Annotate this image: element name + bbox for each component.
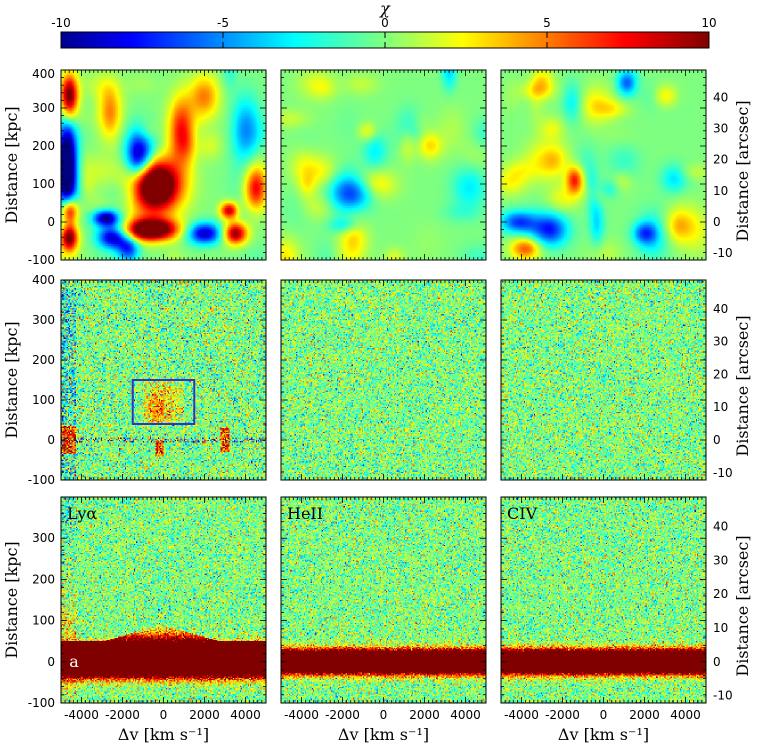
y-tick-label-kpc: -100 bbox=[28, 253, 55, 267]
y-tick-label-arcsec: 10 bbox=[713, 621, 728, 635]
y-tick-label-kpc: 400 bbox=[32, 67, 55, 81]
x-tick-label: 2000 bbox=[409, 708, 440, 722]
y-axis-label-left: Distance [kpc] bbox=[2, 541, 21, 658]
x-tick-label: 4000 bbox=[230, 708, 261, 722]
y-tick-label-arcsec: 40 bbox=[713, 90, 728, 104]
colorbar: χ -10 -5 0 5 10 bbox=[51, 0, 717, 49]
y-tick-label-arcsec: 30 bbox=[713, 122, 728, 136]
y-tick-label-kpc: 0 bbox=[47, 433, 55, 447]
y-tick-label-arcsec: 0 bbox=[713, 215, 721, 229]
y-tick-label-arcsec: 10 bbox=[713, 400, 728, 414]
y-tick-label-kpc: 300 bbox=[32, 531, 55, 545]
y-tick-label-arcsec: 40 bbox=[713, 302, 728, 316]
colorbar-tick-label: -10 bbox=[51, 16, 71, 30]
y-tick-label-kpc: -100 bbox=[28, 696, 55, 710]
y-tick-label-kpc: 200 bbox=[32, 572, 55, 586]
y-axis-label-right: Distance [arcsec] bbox=[733, 100, 752, 241]
y-tick-label-arcsec: 30 bbox=[713, 335, 728, 349]
y-tick-label-arcsec: 0 bbox=[713, 655, 721, 669]
y-tick-label-kpc: 200 bbox=[32, 353, 55, 367]
panel-label-civ: CIV bbox=[507, 504, 538, 523]
x-tick-label: 4000 bbox=[670, 708, 701, 722]
y-tick-label-arcsec: 10 bbox=[713, 184, 728, 198]
x-tick-label: 0 bbox=[160, 708, 168, 722]
x-axis-label: Δv [km s⁻¹] bbox=[338, 725, 429, 744]
colorbar-tick-label: 0 bbox=[381, 16, 389, 30]
y-tick-label-arcsec: 0 bbox=[713, 433, 721, 447]
y-tick-label-kpc: 0 bbox=[47, 655, 55, 669]
y-axis-label-left: Distance [kpc] bbox=[2, 321, 21, 438]
y-tick-label-kpc: 100 bbox=[32, 393, 55, 407]
y-tick-label-arcsec: -10 bbox=[713, 689, 733, 703]
x-tick-label: 0 bbox=[600, 708, 608, 722]
panel-label-heii: HeII bbox=[287, 504, 323, 523]
y-tick-label-arcsec: 40 bbox=[713, 520, 728, 534]
y-tick-label-kpc: 100 bbox=[32, 177, 55, 191]
x-tick-label: 4000 bbox=[450, 708, 481, 722]
annotation-a: a bbox=[69, 652, 79, 671]
y-tick-label-kpc: 200 bbox=[32, 139, 55, 153]
x-axis-label: Δv [km s⁻¹] bbox=[118, 725, 209, 744]
y-axis-label-left: Distance [kpc] bbox=[2, 106, 21, 223]
y-tick-label-arcsec: 30 bbox=[713, 553, 728, 567]
colorbar-tick-label: -5 bbox=[217, 16, 229, 30]
x-tick-label: -2000 bbox=[105, 708, 140, 722]
x-axis-label: Δv [km s⁻¹] bbox=[558, 725, 649, 744]
highlight-box bbox=[131, 379, 196, 425]
x-tick-label: -4000 bbox=[504, 708, 539, 722]
x-tick-label: -4000 bbox=[64, 708, 99, 722]
y-tick-label-arcsec: -10 bbox=[713, 466, 733, 480]
y-tick-label-arcsec: 20 bbox=[713, 153, 728, 167]
x-tick-label: -2000 bbox=[325, 708, 360, 722]
x-tick-label: 2000 bbox=[629, 708, 660, 722]
y-tick-label-kpc: 0 bbox=[47, 215, 55, 229]
y-axis-label-right: Distance [arcsec] bbox=[733, 535, 752, 676]
panel-label-lyα: Lyα bbox=[67, 504, 97, 523]
heatmap-r3-c1 bbox=[61, 497, 266, 703]
colorbar-tick-label: 5 bbox=[543, 16, 551, 30]
x-tick-label: 0 bbox=[380, 708, 388, 722]
y-axis-label-right: Distance [arcsec] bbox=[733, 315, 752, 456]
heatmap-r2-c3 bbox=[501, 280, 706, 480]
heatmap-r3-c2 bbox=[281, 497, 486, 703]
y-tick-label-kpc: -100 bbox=[28, 473, 55, 487]
heatmap-r1-c1 bbox=[61, 70, 266, 260]
heatmap-r3-c3 bbox=[501, 497, 706, 703]
heatmap-r1-c2 bbox=[281, 70, 486, 260]
heatmap-r1-c3 bbox=[501, 70, 706, 260]
colorbar-label: χ bbox=[379, 0, 391, 18]
y-tick-label-kpc: 400 bbox=[32, 273, 55, 287]
y-tick-label-arcsec: -10 bbox=[713, 246, 733, 260]
y-tick-label-arcsec: 20 bbox=[713, 587, 728, 601]
y-tick-label-kpc: 100 bbox=[32, 614, 55, 628]
y-tick-label-arcsec: 20 bbox=[713, 367, 728, 381]
colorbar-tick-label: 10 bbox=[701, 16, 716, 30]
x-tick-label: -4000 bbox=[284, 708, 319, 722]
y-tick-label-kpc: 300 bbox=[32, 101, 55, 115]
y-tick-label-kpc: 300 bbox=[32, 313, 55, 327]
x-tick-label: -2000 bbox=[545, 708, 580, 722]
heatmap-r2-c2 bbox=[281, 280, 486, 480]
x-tick-label: 2000 bbox=[189, 708, 220, 722]
